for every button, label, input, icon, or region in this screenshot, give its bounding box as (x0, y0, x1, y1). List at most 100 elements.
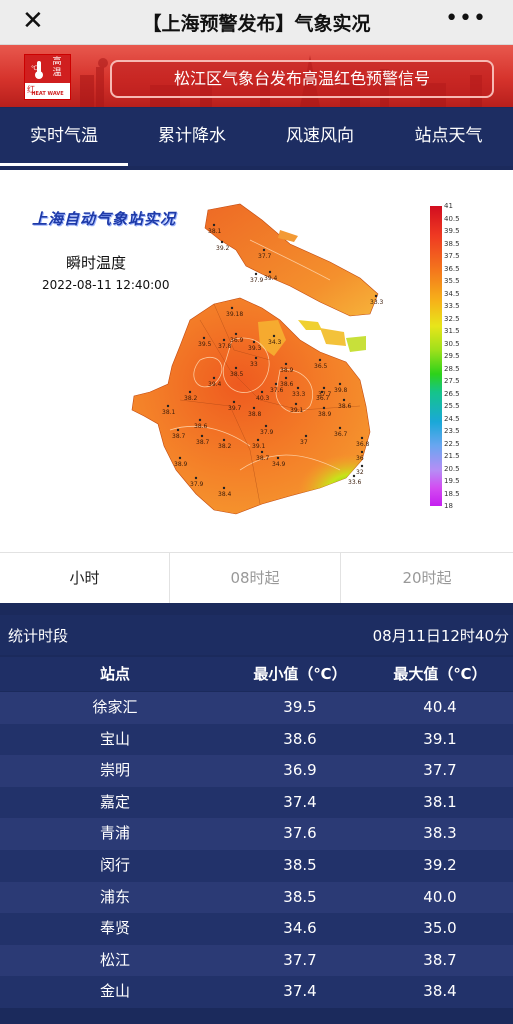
warning-banner[interactable]: ℃ 高温 红 HEAT WAVE 松江区气象台发布高温红色预警信号 (0, 45, 513, 107)
legend-label: 33.5 (444, 302, 460, 310)
station-dot (352, 474, 356, 478)
station-name: 浦东 (99, 887, 130, 906)
min-value: 38.5 (283, 855, 317, 874)
station-dot (318, 358, 322, 362)
station-value: 36.7 (334, 431, 348, 438)
period-subtabs: 小时 08时起 20时起 (0, 552, 513, 603)
station-dot (252, 340, 256, 344)
table-row: 青浦 37.6 38.3 (0, 818, 513, 850)
station-dot (212, 223, 216, 227)
map-title: 上海自动气象站实况 (32, 210, 177, 228)
tab-station-weather[interactable]: 站点天气 (414, 126, 483, 146)
tab-precipitation[interactable]: 累计降水 (158, 126, 226, 146)
subtab-since-20[interactable]: 20时起 (402, 569, 452, 587)
max-value: 35.0 (423, 919, 457, 938)
station-value: 39.2 (216, 245, 230, 252)
table-row: 松江 37.7 38.7 (0, 944, 513, 977)
tab-temperature[interactable]: 实时气温 (0, 108, 128, 166)
station-value: 38.8 (248, 411, 262, 418)
station-value: 38.4 (218, 491, 232, 498)
temperature-map: 38.1 39.2 37.7 37.9 39.4 33.3 39.18 34.3 39.5 37.… (0, 170, 513, 552)
color-legend-bar (430, 206, 442, 506)
station-dot (202, 336, 206, 340)
station-dot (166, 404, 170, 408)
max-value: 38.4 (423, 982, 457, 1001)
max-value: 40.4 (423, 698, 457, 716)
station-value: 39.1 (290, 407, 304, 414)
header-min: 最小值（℃） (253, 665, 347, 683)
header-station: 站点 (99, 665, 130, 683)
min-value: 37.6 (283, 824, 317, 843)
legend-label: 41 (444, 202, 453, 210)
legend-label: 18.5 (444, 489, 460, 498)
station-value: 39.5 (198, 341, 212, 348)
station-value: 39.18 (226, 311, 243, 318)
station-value: 37.8 (218, 343, 232, 350)
map-datetime: 2022-08-11 12:40:00 (42, 278, 170, 292)
more-icon[interactable]: ••• (445, 6, 487, 31)
table-row: 闵行 38.5 39.2 (0, 849, 513, 882)
station-value: 37.9 (260, 429, 274, 436)
station-value: 38.7 (256, 455, 270, 462)
station-value: 38.6 (280, 381, 294, 388)
table-row: 宝山 38.6 39.1 (0, 723, 513, 756)
station-dot (200, 434, 204, 438)
legend-label: 37.5 (444, 252, 460, 260)
station-dot (338, 382, 342, 386)
station-dot (304, 434, 308, 438)
station-dot (222, 486, 226, 490)
station-dot (360, 464, 364, 468)
legend-label: 29.5 (444, 352, 460, 360)
legend-label: 20.5 (444, 464, 460, 473)
warning-signal-text: 松江区气象台发布高温红色预警信号 (110, 60, 494, 98)
subtab-hourly[interactable]: 小时 (0, 553, 170, 603)
min-value: 37.7 (283, 950, 317, 969)
color-legend-labels: 41 40.5 39.5 38.5 37.5 36.5 35.5 34.5 33.5 32.5 31… (444, 202, 474, 510)
badge-glyph-bottom: 温 (52, 68, 62, 78)
station-value: 39.4 (264, 275, 278, 282)
station-dot (272, 334, 276, 338)
station-value: 36.5 (314, 363, 328, 370)
station-value: 40.3 (256, 395, 270, 402)
station-dot (178, 456, 182, 460)
badge-english: HEAT WAVE (31, 91, 64, 97)
station-dot (338, 426, 342, 430)
station-dot (374, 294, 378, 298)
min-value: 37.4 (283, 982, 317, 1001)
station-value: 33 (250, 361, 258, 368)
subtab-since-08[interactable]: 08时起 (170, 553, 341, 603)
station-dot (274, 382, 278, 386)
table-row: 徐家汇 39.5 40.4 (0, 692, 513, 724)
station-dot (294, 402, 298, 406)
legend-label: 40.5 (444, 214, 460, 223)
map-subtitle: 瞬时温度 (66, 254, 127, 272)
legend-label: 38.5 (444, 239, 460, 248)
station-value: 36.7 (316, 395, 330, 402)
station-dot (268, 270, 272, 274)
station-value: 36 (356, 455, 364, 462)
legend-label: 27.5 (444, 377, 460, 385)
station-name: 徐家汇 (92, 698, 138, 716)
station-value: 38.6 (194, 423, 208, 430)
legend-label: 32.5 (444, 314, 460, 323)
station-name: 宝山 (99, 729, 130, 748)
station-name: 金山 (99, 982, 130, 1001)
legend-label: 24.5 (444, 414, 460, 423)
min-value: 34.6 (283, 919, 317, 938)
tab-wind[interactable]: 风速风向 (286, 126, 354, 146)
max-value: 39.2 (423, 855, 457, 874)
station-dot (254, 356, 258, 360)
station-value: 37 (300, 439, 308, 446)
station-value: 37.6 (270, 387, 284, 394)
legend-label: 36.5 (444, 264, 460, 273)
badge-color-label: 红 (27, 85, 35, 94)
max-value: 40.0 (423, 887, 457, 906)
station-name: 青浦 (99, 824, 130, 843)
close-icon[interactable]: ✕ (22, 6, 44, 36)
station-value: 33.3 (370, 299, 384, 306)
top-bar: ✕ 【上海预警发布】气象实况 ••• (0, 0, 513, 45)
station-value: 39.7 (228, 405, 242, 412)
table-row: 嘉定 37.4 38.1 (0, 786, 513, 819)
station-value: 38.9 (174, 461, 188, 468)
station-value: 38.6 (338, 403, 352, 410)
